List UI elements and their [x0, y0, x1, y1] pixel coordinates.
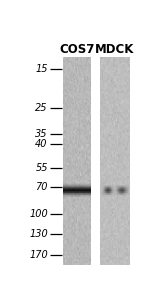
- Text: 100: 100: [29, 209, 48, 219]
- Text: 70: 70: [35, 182, 48, 192]
- Text: 15: 15: [35, 64, 48, 74]
- Text: 130: 130: [29, 229, 48, 239]
- Text: 25: 25: [35, 103, 48, 113]
- Text: 170: 170: [29, 250, 48, 260]
- Text: 55: 55: [35, 163, 48, 174]
- Text: MDCK: MDCK: [95, 43, 134, 56]
- Text: 35: 35: [35, 129, 48, 139]
- Text: COS7: COS7: [59, 43, 94, 56]
- Text: 40: 40: [35, 139, 48, 149]
